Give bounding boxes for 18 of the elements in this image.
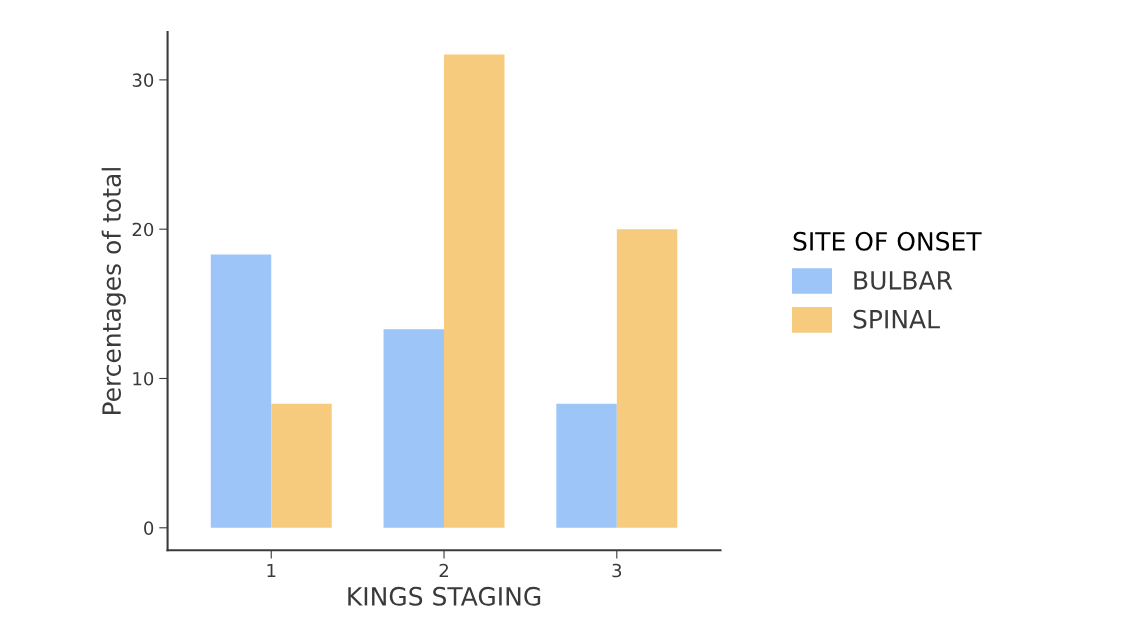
bar xyxy=(210,254,272,528)
legend-label: BULBAR xyxy=(854,271,953,290)
legend-title: SITE OF ONSET xyxy=(793,231,982,251)
y-tick-label: 0 xyxy=(144,521,154,535)
x-tick-label: 1 xyxy=(267,563,276,578)
y-tick-label: 30 xyxy=(132,73,154,87)
x-tick-label: 3 xyxy=(612,563,622,578)
bar xyxy=(271,403,332,528)
x-axis-title: KINGS STAGING xyxy=(348,586,541,606)
x-tick-label: 2 xyxy=(439,563,448,578)
bar xyxy=(383,329,445,528)
y-axis-title: Percentages of total xyxy=(101,168,126,415)
legend-label: SPINAL xyxy=(853,309,940,329)
bar xyxy=(444,54,505,528)
bar xyxy=(556,403,617,528)
y-tick-label: 20 xyxy=(132,222,154,237)
bar xyxy=(616,229,678,528)
y-tick-label: 10 xyxy=(133,371,154,386)
